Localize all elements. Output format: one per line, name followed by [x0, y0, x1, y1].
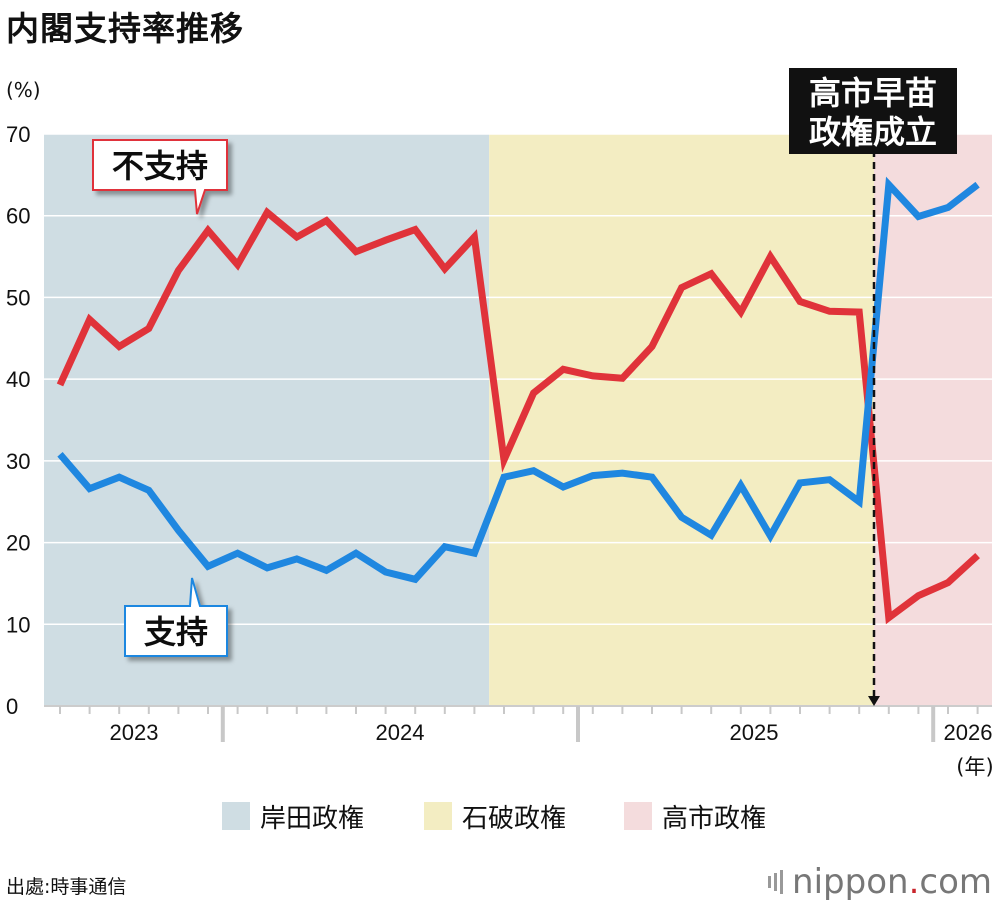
brand-bars-icon [768, 870, 786, 894]
takaichi-start-arrowhead [868, 696, 880, 706]
nippon-logo: nippon. com [768, 862, 992, 902]
legend: 岸田政権 石破政権 高市政権 [0, 796, 1000, 836]
takaichi-start-label-line1: 高市早苗 [809, 74, 937, 112]
legend-label-takaichi: 高市政権 [662, 803, 767, 834]
period-bg-takaichi [874, 134, 992, 706]
takaichi-start-label-line2: 政権成立 [809, 113, 937, 151]
nonsupport-callout-box [92, 139, 228, 215]
source-note: 出處:時事通信 [6, 876, 127, 898]
support-callout-text: 支持 [144, 613, 208, 651]
legend-item-takaichi: 高市政権 [624, 796, 766, 836]
brand-suffix: com [919, 862, 992, 902]
y-unit-label: (%) [6, 78, 41, 102]
x-year-label: 2024 [376, 720, 425, 745]
y-tick-label: 60 [6, 204, 30, 229]
legend-label-ishiba: 石破政権 [462, 803, 567, 834]
y-tick-label: 0 [6, 694, 18, 719]
support-callout: 支持 [124, 577, 228, 657]
support-line [57, 176, 980, 584]
x-unit-label: (年) [956, 755, 993, 779]
legend-swatch-kishida [222, 802, 250, 830]
y-tick-label: 30 [6, 449, 30, 474]
nonsupport-callout: 不支持 [92, 139, 228, 215]
legend-item-kishida: 岸田政権 [222, 796, 364, 836]
legend-swatch-takaichi [624, 802, 652, 830]
takaichi-start-label-box [789, 68, 957, 154]
nonsupport-callout-text: 不支持 [112, 147, 208, 185]
approval-chart: 0 10 20 30 40 50 60 70 2023 2024 2025 2026 (年) 不支持支持… [6, 68, 994, 779]
brand-name: nippon [792, 862, 909, 902]
y-tick-label: 20 [6, 531, 30, 556]
y-tick-label: 70 [6, 122, 30, 147]
nonsupport-line [56, 207, 980, 625]
y-tick-label: 50 [6, 285, 30, 310]
x-year-label: 2026 [944, 720, 993, 745]
brand-dot: . [908, 862, 920, 902]
legend-label-kishida: 岸田政権 [260, 803, 365, 834]
y-tick-label: 10 [6, 612, 30, 637]
x-year-label: 2023 [110, 720, 159, 745]
page-title: 内閣支持率推移 [6, 9, 244, 48]
legend-item-ishiba: 石破政権 [424, 796, 566, 836]
legend-swatch-ishiba [424, 802, 452, 830]
period-bg-ishiba [489, 134, 874, 706]
support-callout-box [124, 577, 228, 657]
x-year-label: 2025 [730, 720, 779, 745]
y-tick-label: 40 [6, 367, 30, 392]
